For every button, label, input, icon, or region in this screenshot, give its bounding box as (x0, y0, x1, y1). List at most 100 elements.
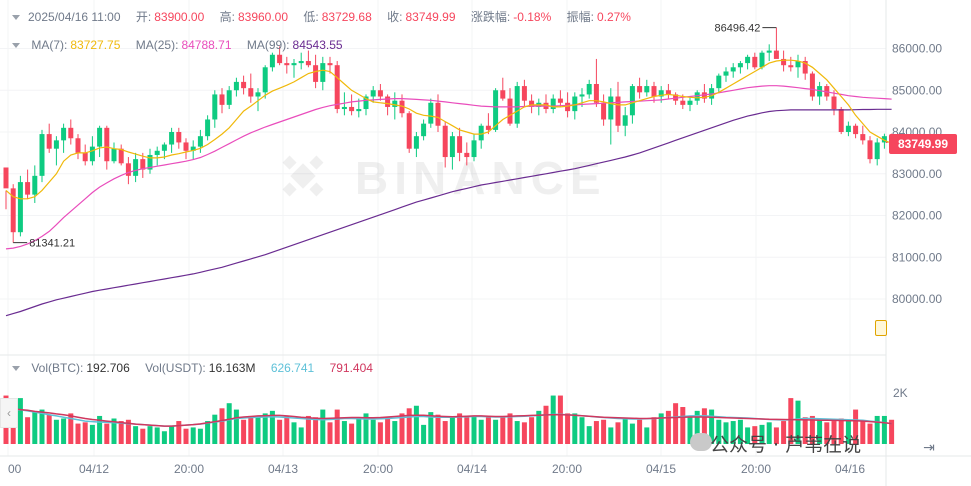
candle (262, 65, 268, 99)
candle-body (241, 81, 247, 89)
candle-body (147, 154, 153, 170)
candle-body (601, 102, 607, 120)
volume-bar (464, 415, 470, 444)
candle-body (32, 175, 38, 195)
collapse-ma-triangle-icon[interactable] (12, 43, 20, 49)
volume-bar (845, 421, 851, 444)
candle (190, 140, 196, 160)
candle-body (262, 67, 268, 93)
low-marker-label: 81341.21 (29, 238, 75, 250)
candle (665, 83, 671, 99)
candle-body (651, 86, 657, 97)
ma25-line (5, 85, 892, 250)
volume-bar (356, 417, 362, 444)
candle (853, 123, 859, 139)
volume-bar (766, 422, 772, 444)
volume-bar (601, 419, 607, 444)
volume-bar (421, 424, 427, 444)
watermark-text: 公众号 · 芦苇在说 (710, 434, 862, 456)
candle-body (759, 52, 765, 68)
collapse-triangle-icon[interactable] (12, 15, 20, 21)
volume-bar (485, 415, 491, 444)
volume-bar (341, 421, 347, 444)
volume-bar (701, 408, 707, 444)
volume-bar (507, 413, 513, 444)
candle (39, 129, 45, 183)
candle-body (615, 96, 621, 126)
volume-bar (370, 419, 376, 444)
candle-body (392, 100, 398, 107)
time-tick-label: 00 (8, 462, 22, 476)
volume-bar (478, 419, 484, 444)
current-price-badge: 83749.99 (889, 134, 957, 154)
collapse-vol-triangle-icon[interactable] (12, 366, 20, 372)
candle-body (154, 150, 160, 155)
candle (745, 54, 751, 70)
scroll-to-latest-icon[interactable]: ⇥ (923, 439, 935, 455)
candle (377, 83, 383, 101)
volume-ma-b-line (5, 407, 892, 427)
candle (457, 127, 463, 162)
candle (205, 115, 211, 141)
volume-bar (97, 415, 103, 444)
candle (500, 77, 506, 101)
candle (543, 94, 549, 114)
volume-bar (514, 421, 520, 444)
candle-body (507, 98, 513, 124)
ma7-label: MA(7): (31, 38, 68, 52)
candle-body (831, 96, 837, 110)
candle (82, 144, 88, 166)
candle (125, 157, 131, 185)
volume-bar (781, 421, 787, 444)
candle (716, 73, 722, 93)
volume-bar (255, 417, 261, 444)
candle-body (341, 106, 347, 110)
candle-body (140, 159, 146, 170)
candle (593, 58, 599, 107)
candle (97, 125, 103, 158)
candle-body (190, 146, 196, 151)
price-tick-label: 82000.00 (892, 209, 942, 223)
volume-bar (500, 415, 506, 444)
volume-bar (673, 403, 679, 444)
candle-body (471, 140, 477, 158)
low-value: 83729.68 (321, 10, 372, 24)
candle (601, 94, 607, 126)
candle (766, 44, 772, 62)
candle-body (860, 134, 866, 141)
candle-body (284, 63, 290, 66)
volume-tick-label: 2K (893, 386, 908, 400)
volume-bar (521, 422, 527, 444)
candle-body (125, 163, 131, 176)
candle-body (579, 94, 585, 97)
wechat-icon (690, 433, 712, 451)
candle-body (269, 54, 275, 68)
high-label: 高: (219, 10, 235, 24)
axis-scale-icon[interactable] (875, 320, 887, 336)
candle-body (737, 63, 743, 68)
candle (435, 94, 441, 132)
volume-bar (730, 421, 736, 444)
volume-bar (284, 415, 290, 444)
volume-bar (183, 428, 189, 444)
scroll-left-button[interactable]: ‹ (0, 398, 18, 428)
candle (305, 50, 311, 68)
candle (255, 88, 261, 112)
candle (723, 67, 729, 82)
candle-body (442, 125, 448, 158)
candle-body (716, 75, 722, 89)
volume-bar (118, 421, 124, 444)
candle-body (709, 88, 715, 99)
volume-bar (615, 422, 621, 444)
candle (334, 61, 340, 114)
candle-body (421, 123, 427, 137)
candle (802, 56, 808, 80)
ma7-line (5, 59, 892, 200)
amplitude-label: 振幅: (566, 10, 594, 24)
candle (622, 106, 628, 137)
volume-bar (133, 426, 139, 444)
candle-body (694, 92, 700, 101)
candle-body (557, 98, 563, 103)
candle-body (673, 94, 679, 101)
